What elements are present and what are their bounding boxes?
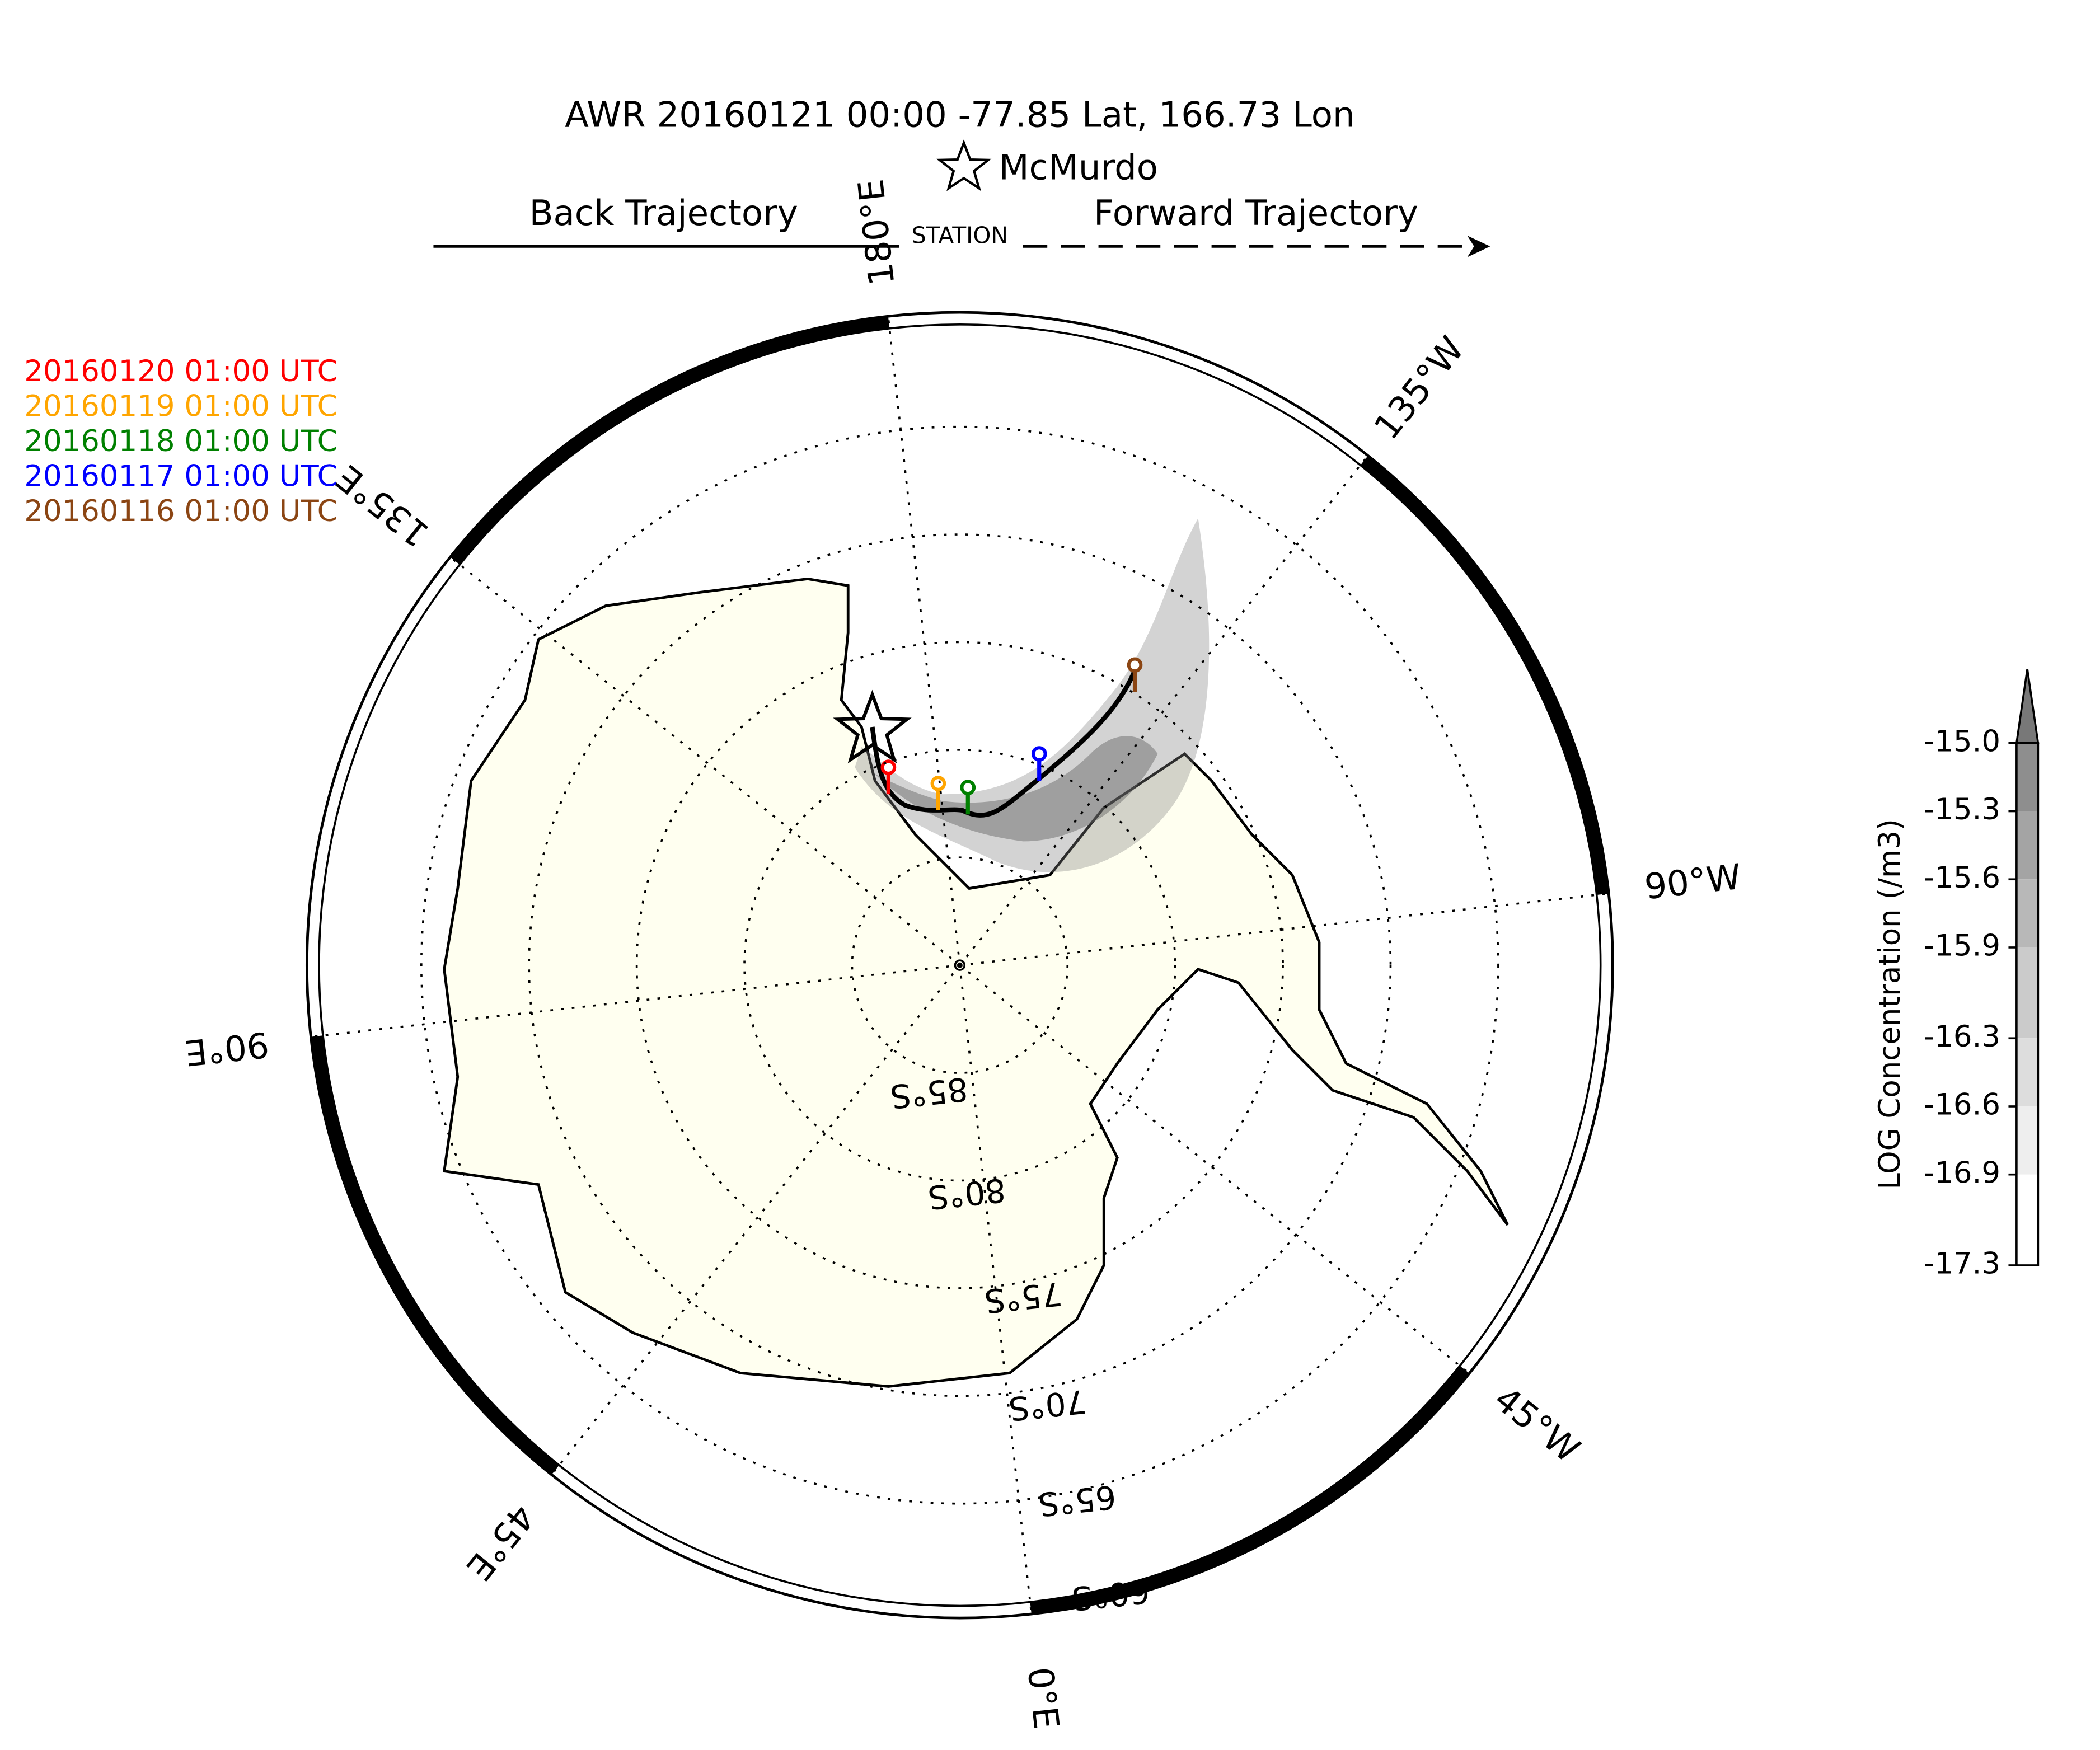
legend-entry: 20160117 01:00 UTC xyxy=(24,459,337,494)
colorbar-band xyxy=(2016,743,2038,811)
boundary-inner xyxy=(318,323,1602,1607)
parallel-label: 65°S xyxy=(1037,1477,1118,1523)
meridian-label: 45°W xyxy=(1487,1378,1587,1471)
boundary-segment xyxy=(1030,1366,1470,1615)
meridian-line xyxy=(449,556,960,967)
parallel-label: 85°S xyxy=(888,1070,969,1116)
meridian-label: 0°E xyxy=(1020,1665,1067,1731)
meridian-line xyxy=(959,892,1609,967)
station-name: McMurdo xyxy=(999,147,1158,187)
meridian-label: 45°E xyxy=(458,1497,543,1588)
colorbar-tick-label: -16.6 xyxy=(1924,1088,2000,1122)
parallel-line xyxy=(528,533,1392,1397)
colorbar-band xyxy=(2016,879,2038,947)
plume-core xyxy=(875,736,1158,842)
parallel-line xyxy=(420,425,1499,1505)
meridian-line xyxy=(887,316,961,965)
colorbar-band xyxy=(2016,1106,2038,1175)
plume xyxy=(855,518,1210,872)
arrow-head xyxy=(1467,236,1490,257)
colorbar-tick-label: -15.0 xyxy=(1924,724,2000,758)
station-star-icon xyxy=(936,139,992,191)
marker-head xyxy=(930,776,946,791)
meridian-label: 90°E xyxy=(183,1024,271,1073)
colorbar-tick-label: -15.9 xyxy=(1924,929,2000,963)
pole xyxy=(954,959,966,971)
meridian-label: 180°E xyxy=(850,177,902,288)
legend-entry: 20160116 01:00 UTC xyxy=(24,494,337,528)
marker-head xyxy=(1031,746,1047,762)
meridian-line xyxy=(959,455,1369,966)
boundary-segment xyxy=(311,1035,560,1475)
meridian-label: 135°W xyxy=(1366,329,1473,447)
marker-head xyxy=(880,759,897,775)
meridian-line xyxy=(551,964,961,1476)
colorbar-tick-label: -16.9 xyxy=(1924,1156,2000,1190)
boundary-segment xyxy=(450,316,890,565)
parallel-line xyxy=(851,856,1069,1074)
forward-label: Forward Trajectory xyxy=(1094,193,1418,233)
meridian-line xyxy=(959,965,1033,1615)
title: AWR 20160121 00:00 -77.85 Lat, 166.73 Lo… xyxy=(565,94,1355,135)
colorbar-band xyxy=(2016,1038,2038,1106)
colorbar-tick-label: -15.6 xyxy=(1924,861,2000,895)
station-star xyxy=(833,689,912,764)
colorbar-extend xyxy=(2015,669,2040,744)
colorbar-band xyxy=(2016,1174,2038,1265)
trajectory-markers xyxy=(880,657,1143,815)
boundary-segment xyxy=(1360,456,1609,895)
meridian-label: 90°W xyxy=(1643,856,1743,908)
colorbar-band xyxy=(2016,811,2038,880)
parallel-label: 75°S xyxy=(983,1274,1064,1320)
legend-entry: 20160119 01:00 UTC xyxy=(24,390,337,424)
map-area xyxy=(311,316,1609,1615)
meridian-label: 135°E xyxy=(328,457,437,555)
meridian-line xyxy=(959,964,1470,1374)
parallel-line xyxy=(635,641,1284,1289)
marker-head xyxy=(960,780,976,795)
boundary-outer xyxy=(305,311,1614,1620)
parallel-label: 60°S xyxy=(1070,1572,1151,1618)
legend-entry: 20160120 01:00 UTC xyxy=(24,354,337,388)
marker-head xyxy=(1127,657,1143,673)
parallel-label: 80°S xyxy=(926,1171,1007,1217)
colorbar-tick-label: -15.3 xyxy=(1924,792,2000,827)
colorbar-tick-label: -16.3 xyxy=(1924,1020,2000,1054)
station-label: STATION xyxy=(912,222,1008,248)
colorbar-label: LOG Concentration (/m3) xyxy=(1873,819,1907,1189)
parallel-label: 70°S xyxy=(1007,1382,1088,1428)
meridian-line xyxy=(311,964,960,1038)
antarctica-coast xyxy=(442,577,1509,1388)
colorbar-tick-label: -17.3 xyxy=(1924,1247,2000,1281)
colorbar-band xyxy=(2016,947,2038,1039)
colorbar-frame xyxy=(2015,742,2040,1266)
back-label: Back Trajectory xyxy=(529,193,798,233)
legend-entry: 20160118 01:00 UTC xyxy=(24,424,337,458)
